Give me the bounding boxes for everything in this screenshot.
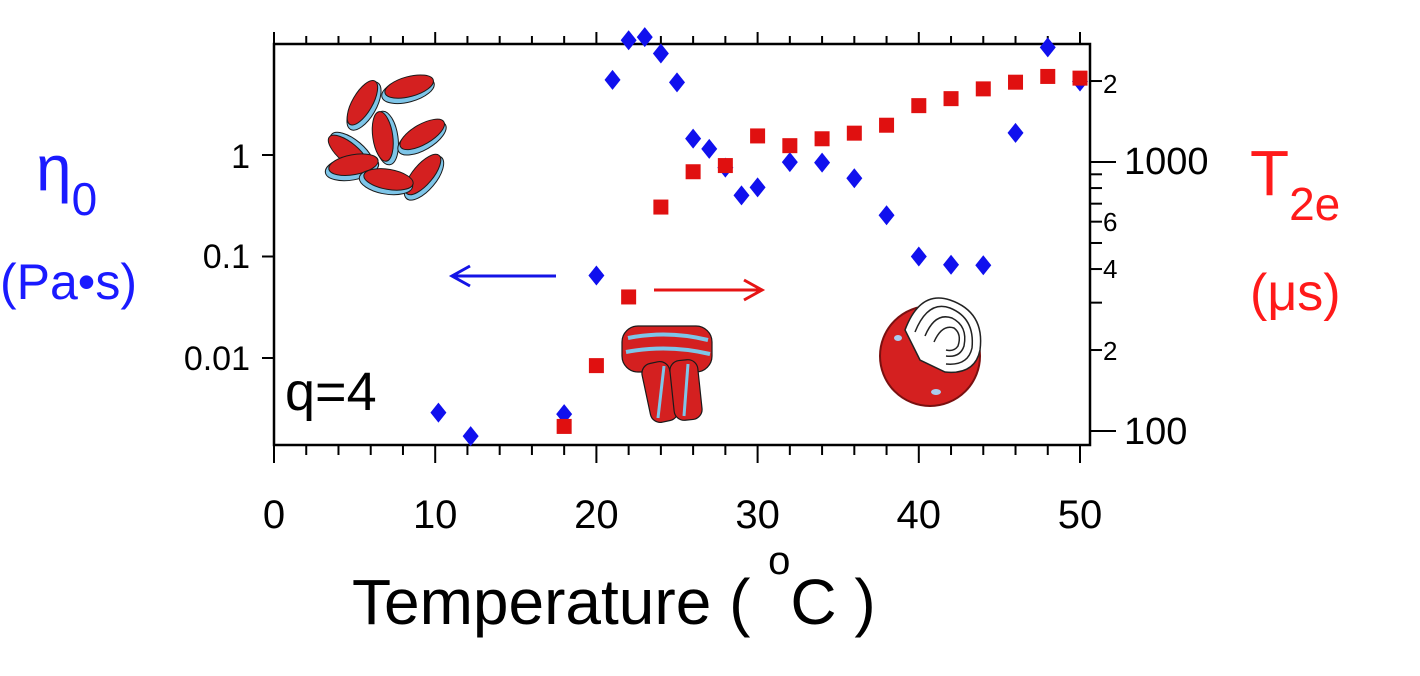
eta0-point [846,168,863,189]
eta0-point [620,30,637,51]
eta0-point [814,152,831,173]
t2e-point [879,117,895,133]
eta0-point [636,27,653,48]
t2e-point [750,128,766,144]
eta0-point [1007,122,1024,143]
t2e-point [556,418,572,434]
t2e-point [1040,68,1056,84]
right-tick-label-2000: 2 [1103,69,1117,99]
x-tick-label: 20 [574,493,619,537]
t2e-point [943,91,959,107]
t2e-point [782,138,798,154]
t2e-point [846,125,862,141]
eta0-point [430,402,447,423]
left-axis-title-unit: (Pa•s) [0,254,137,310]
eta0-point [943,254,960,275]
t2e-point [814,131,830,147]
right-tick-label-1000: 1000 [1124,141,1209,183]
t2e-point [588,358,604,374]
eta0-point [462,426,479,447]
eta0-point [733,185,750,206]
left-tick-label-1: 1 [231,138,250,176]
right-tick-label-200: 2 [1103,336,1117,366]
left-axis-title-symbol: η0 [36,132,97,225]
plot-frame [272,42,1092,447]
blue-left-arrow [448,264,556,288]
x-axis-ticks [273,32,1081,463]
left-tick-label-0.01: 0.01 [184,340,250,378]
eta0-point [588,265,605,286]
eta0-point [604,69,621,90]
t2e-point [1072,70,1088,86]
t2e-point [621,289,637,305]
disk-micelle-illustration [322,69,452,207]
x-tick-label: 50 [1058,493,1103,537]
x-axis-title: Temperature ( oC ) [352,539,876,638]
eta0-point [701,138,718,159]
q-annotation: q=4 [285,362,377,422]
t2e-point [717,158,733,174]
right-axis-title-symbol: T2e [1250,137,1340,230]
eta0-point [652,43,669,64]
eta0-point [878,205,895,226]
red-right-arrow [654,278,766,302]
t2e-point [685,164,701,180]
right-axis-ticks [1090,80,1116,432]
vesicle-illustration [879,297,982,407]
x-tick-label: 10 [413,493,458,537]
eta0-point [669,72,685,93]
eta0-point [1039,37,1056,58]
right-axis-title-unit: (μs) [1250,264,1341,322]
right-tick-label-100: 100 [1124,411,1187,453]
stacked-bilayer-illustration [621,325,713,423]
eta0-point [781,152,798,173]
right-tick-label-600: 6 [1103,207,1117,237]
left-axis-ticks [262,154,274,359]
right-tick-label-400: 4 [1103,254,1117,284]
eta0-point [975,255,992,276]
t2e-point [1008,74,1024,90]
eta0-point [910,246,927,267]
x-axis-tick-labels: 0 10 20 30 40 50 [263,493,1102,537]
t2e-point [975,81,991,97]
t2e-series [556,68,1088,434]
t2e-point [653,199,669,215]
x-tick-label: 30 [735,493,780,537]
x-tick-label: 0 [263,493,285,537]
left-tick-label-0.1: 0.1 [203,238,250,276]
t2e-point [911,98,927,114]
eta0-point [749,177,766,198]
eta0-point [685,128,702,149]
x-tick-label: 40 [897,493,942,537]
